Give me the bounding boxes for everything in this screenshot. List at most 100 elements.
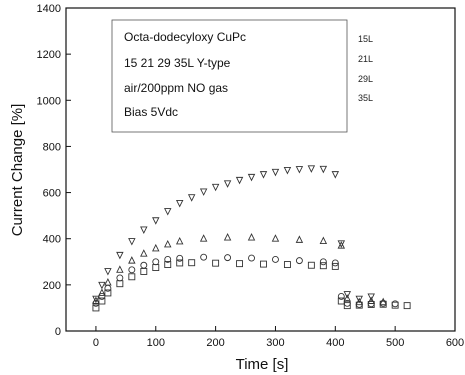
point-29l-15: [337, 241, 346, 249]
y-tick-label: 1000: [37, 95, 61, 107]
x-tick-label: 100: [147, 337, 165, 349]
point-15l-7: [164, 261, 172, 269]
point-21l-4: [128, 266, 136, 274]
point-29l-13: [295, 235, 304, 243]
point-35l-4: [128, 238, 136, 246]
point-29l-14: [319, 236, 328, 244]
annotation-line-2: 15 21 29 35L Y-type: [124, 56, 231, 70]
point-15l-22: [391, 301, 399, 309]
point-35l-12: [223, 180, 232, 188]
y-tick-label: 0: [55, 326, 61, 338]
point-35l-22: [337, 240, 346, 248]
point-21l-6: [152, 258, 160, 266]
point-15l-4: [128, 273, 136, 281]
point-21l-9: [200, 253, 208, 261]
point-35l-0: [92, 295, 100, 304]
point-29l-9: [199, 234, 208, 242]
point-21l-17: [343, 299, 351, 307]
point-15l-15: [319, 262, 327, 270]
data-marks: [92, 165, 411, 312]
point-29l-1: [98, 288, 106, 296]
point-29l-2: [104, 278, 112, 286]
point-35l-17: [283, 167, 292, 175]
x-tick-label: 600: [446, 337, 464, 349]
point-35l-2: [104, 268, 112, 276]
point-15l-3: [116, 280, 124, 288]
legend-series-21l: 21L: [358, 54, 373, 64]
point-15l-18: [343, 302, 351, 310]
point-35l-18: [295, 166, 304, 174]
point-29l-7: [164, 239, 172, 248]
point-29l-10: [223, 233, 232, 241]
point-21l-3: [116, 274, 124, 282]
point-15l-0: [92, 304, 100, 312]
point-35l-14: [247, 173, 256, 182]
point-21l-10: [224, 254, 232, 262]
y-tick-label: 800: [43, 141, 61, 153]
point-15l-14: [307, 261, 315, 269]
point-29l-4: [128, 256, 136, 264]
point-21l-21: [391, 300, 399, 308]
point-35l-8: [175, 200, 184, 208]
point-35l-25: [367, 293, 375, 301]
point-15l-9: [188, 259, 196, 267]
point-35l-23: [343, 291, 352, 299]
point-35l-15: [259, 171, 268, 179]
annotation-line-4: Bias 5Vdc: [124, 105, 178, 119]
point-15l-10: [212, 259, 220, 267]
y-tick-label: 1200: [37, 49, 61, 61]
point-29l-17: [355, 297, 363, 306]
point-15l-16: [331, 262, 339, 270]
point-35l-16: [271, 168, 280, 177]
annotation-line-3: air/200ppm NO gas: [124, 81, 228, 95]
point-35l-21: [331, 171, 340, 179]
point-15l-6: [152, 264, 160, 272]
point-15l-23: [403, 302, 411, 310]
legend-series-29l: 29L: [358, 74, 373, 84]
plot-frame: [65, 7, 456, 332]
point-29l-16: [343, 294, 352, 302]
point-21l-12: [272, 256, 279, 263]
x-tick-label: 500: [386, 337, 404, 349]
point-21l-20: [379, 299, 387, 307]
point-29l-8: [175, 236, 184, 245]
point-35l-13: [235, 176, 244, 185]
legend-series-35l: 35L: [358, 93, 373, 103]
point-35l-3: [116, 251, 124, 260]
point-15l-12: [260, 260, 267, 268]
point-35l-7: [164, 208, 172, 216]
point-29l-11: [247, 233, 256, 241]
point-15l-2: [104, 289, 112, 297]
point-29l-12: [271, 234, 280, 242]
point-35l-9: [187, 194, 196, 202]
point-15l-11: [236, 260, 244, 268]
point-21l-15: [331, 259, 339, 267]
point-21l-13: [295, 257, 303, 265]
point-21l-8: [176, 254, 184, 262]
axis-ticks: 0 100 200 300 400 500 600 0 200 400 600 800 1000 1200…: [37, 3, 465, 349]
point-15l-13: [283, 261, 291, 269]
point-35l-20: [319, 165, 328, 174]
point-21l-14: [319, 258, 327, 266]
point-15l-5: [140, 268, 148, 275]
y-axis-label: Current Change [%]: [9, 104, 26, 237]
point-15l-8: [176, 259, 184, 267]
annotation-box-frame: [111, 19, 348, 133]
x-tick-label: 0: [93, 337, 99, 349]
x-tick-label: 400: [326, 337, 344, 349]
point-21l-7: [164, 256, 172, 263]
point-29l-6: [152, 243, 160, 252]
point-21l-11: [248, 254, 255, 262]
legend-series-15l: 15L: [358, 34, 373, 44]
y-tick-label: 600: [43, 188, 61, 200]
point-29l-18: [367, 296, 375, 304]
annotation-box: Octa-dodecyloxy CuPc 15 21 29 35L Y-type…: [111, 19, 348, 133]
point-35l-24: [355, 295, 363, 304]
point-35l-11: [211, 183, 220, 192]
point-21l-5: [140, 261, 148, 269]
point-29l-3: [116, 265, 124, 273]
y-tick-label: 200: [43, 280, 61, 292]
annotation-line-1: Octa-dodecyloxy CuPc: [124, 30, 246, 44]
point-35l-6: [152, 217, 160, 225]
